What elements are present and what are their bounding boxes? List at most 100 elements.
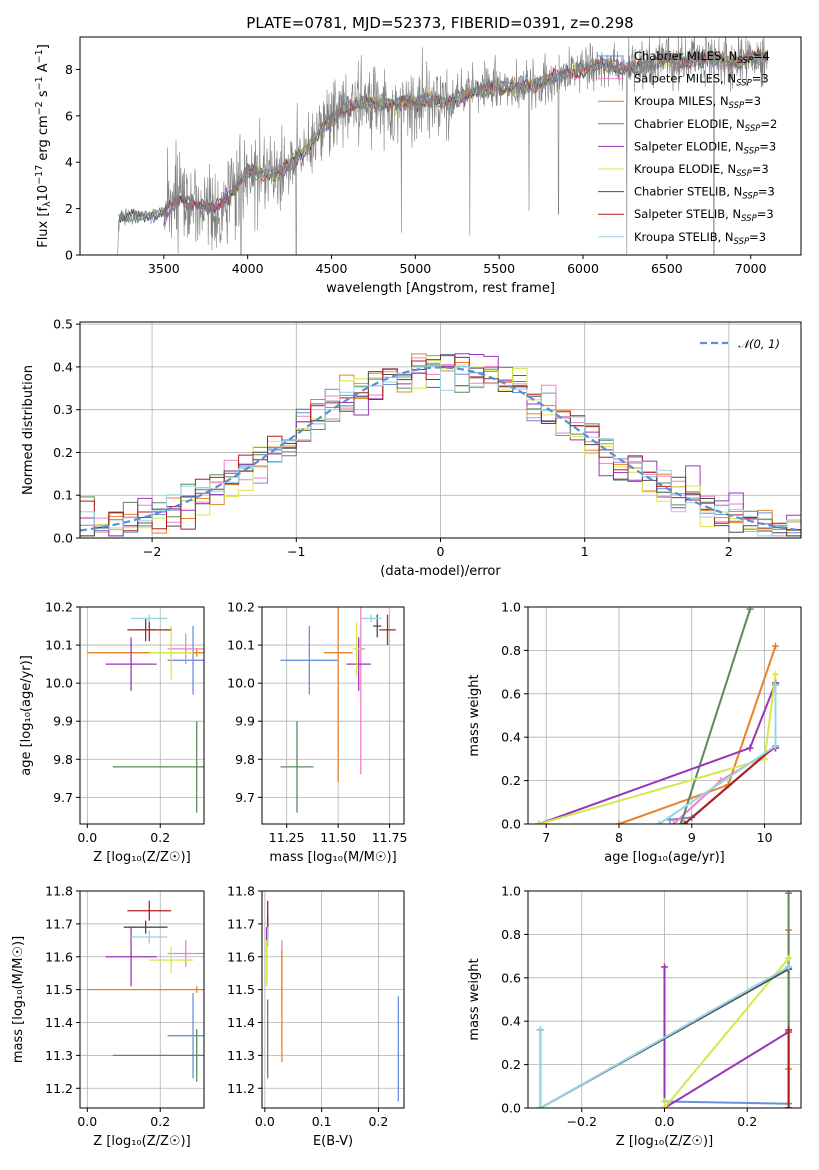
axes-frame [527, 606, 802, 825]
x-axis-label: Z [log₁₀(Z/Z☉)] [616, 1134, 713, 1149]
x-tick-label: −0.2 [567, 1114, 597, 1129]
x-tick-label: 4500 [316, 261, 348, 276]
y-tick-label: 10.0 [227, 676, 255, 691]
y-axis-label: age [log₁₀(age/yr)] [19, 655, 34, 776]
x-axis-label: mass [log₁₀(M/M☉)] [269, 850, 396, 865]
y-tick-label: 0 [65, 248, 73, 263]
x-tick-label: 9 [688, 830, 696, 845]
x-axis-label: Z [log₁₀(Z/Z☉)] [93, 1134, 190, 1149]
y-tick-label: 9.7 [53, 790, 73, 805]
x-tick-label: 0 [437, 544, 445, 559]
y-tick-label: 10.1 [45, 638, 73, 653]
axes-frame [261, 890, 405, 1109]
x-tick-label: 0.2 [368, 1114, 388, 1129]
plot-area [265, 900, 399, 1102]
gaussian-reference-line [80, 366, 801, 532]
x-tick-label: 0.0 [77, 1114, 97, 1129]
chart-title: PLATE=0781, MJD=52373, FIBERID=0391, z=0… [246, 14, 633, 32]
x-tick-label: 7 [542, 830, 550, 845]
cumulative-weight-line [664, 969, 790, 1105]
y-tick-label: 10.1 [227, 638, 255, 653]
plot-area [80, 353, 801, 537]
legend-entry: Salpeter ELODIE, NSSP=3 [634, 139, 776, 156]
axes-age_cumweight: 7 8 9 10 0.0 0.2 0.4 0.6 0.8 1.0 age [log₁₀(age/yr… [467, 600, 802, 865]
plot-area [280, 607, 396, 813]
x-tick-label: 6000 [567, 261, 599, 276]
axes-frame [261, 606, 405, 825]
cumulative-weight-line [679, 608, 751, 824]
x-axis-label: (data-model)/error [380, 564, 501, 579]
y-tick-label: 0.2 [501, 1057, 521, 1072]
axes-residuals: −2 −1 0 1 2 0.0 0.1 0.2 0.3 0.4 0.5 (data-model)/er… [21, 317, 802, 579]
x-tick-label: 2 [725, 544, 733, 559]
x-tick-label: −2 [143, 544, 161, 559]
y-tick-label: 11.6 [45, 949, 73, 964]
x-tick-label: 5000 [399, 261, 431, 276]
cumulative-weight-line [663, 957, 790, 1108]
x-tick-label: 11.75 [372, 830, 408, 845]
histogram-step-line [80, 360, 801, 537]
x-tick-label: 4000 [232, 261, 264, 276]
x-tick-label: 0.2 [150, 830, 170, 845]
y-tick-label: 0.0 [501, 817, 521, 832]
plot-area [87, 900, 204, 1082]
histogram-step-line [80, 354, 801, 537]
plot-area [117, 37, 768, 255]
legend-entry: Salpeter MILES, NSSP=3 [634, 72, 769, 89]
y-tick-label: 11.6 [227, 949, 255, 964]
y-tick-label: 0.4 [501, 1014, 521, 1029]
y-axis-label: Normed distribution [21, 365, 36, 495]
y-tick-label: 0.8 [501, 643, 521, 658]
y-tick-label: 0.6 [501, 970, 521, 985]
plot-area [535, 607, 780, 824]
y-tick-label: 10.0 [45, 676, 73, 691]
legend-entry: Chabrier ELODIE, NSSP=2 [634, 117, 777, 134]
x-axis-label: age [log₁₀(age/yr)] [604, 850, 725, 865]
y-axis-label: mass [log₁₀(M/M☉)] [11, 936, 26, 1063]
y-tick-label: 11.5 [45, 982, 73, 997]
y-axis-label: Flux [fλ10−17 erg cm−2 s−1 A−1] [34, 44, 53, 248]
x-tick-label: 10 [757, 830, 773, 845]
y-tick-label: 0.5 [53, 317, 73, 332]
x-tick-label: 11.25 [269, 830, 305, 845]
y-tick-label: 0.0 [53, 531, 73, 546]
legend-entry: 𝒩(0, 1) [738, 337, 780, 351]
x-axis-label: wavelength [Angstrom, rest frame] [326, 281, 555, 296]
axes-z_cumweight: −0.2 0.0 0.2 0.0 0.2 0.4 0.6 0.8 1.0 Z [log₁₀(Z/Z… [467, 884, 802, 1149]
y-tick-label: 6 [65, 108, 73, 123]
cumulative-weight-line [538, 682, 777, 824]
y-tick-label: 0.2 [501, 773, 521, 788]
y-tick-label: 0.1 [53, 488, 73, 503]
y-axis-label: mass weight [467, 958, 482, 1040]
axes-frame [79, 890, 205, 1109]
cumulative-weight-line [683, 745, 777, 824]
x-tick-label: 0.1 [312, 1114, 332, 1129]
y-tick-label: 0.0 [501, 1101, 521, 1116]
axes-ebv_mass: 0.0 0.1 0.2 11.2 11.3 11.4 11.5 11.6 11.7 11.8 E(B… [227, 884, 405, 1149]
y-tick-label: 4 [65, 155, 73, 170]
y-tick-label: 8 [65, 62, 73, 77]
observed-spectrum-line [117, 37, 768, 255]
y-tick-label: 0.2 [53, 445, 73, 460]
histogram-step-line [80, 365, 801, 537]
y-tick-label: 11.3 [45, 1048, 73, 1063]
x-axis-label: Z [log₁₀(Z/Z☉)] [93, 850, 190, 865]
x-tick-label: 8 [615, 830, 623, 845]
axes-z_age: 0.0 0.2 9.7 9.8 9.9 10.0 10.1 10.2 Z [log₁₀(Z/Z☉… [19, 600, 205, 865]
y-tick-label: 2 [65, 201, 73, 216]
y-tick-label: 0.8 [501, 927, 521, 942]
y-tick-label: 0.6 [501, 686, 521, 701]
y-tick-label: 0.4 [501, 730, 521, 745]
y-tick-label: 9.8 [235, 752, 255, 767]
x-tick-label: 5500 [483, 261, 515, 276]
legend-entry: Chabrier STELIB, NSSP=3 [634, 185, 775, 202]
axes-frame [79, 606, 205, 825]
y-tick-label: 11.3 [227, 1048, 255, 1063]
y-tick-label: 9.7 [235, 790, 255, 805]
x-tick-label: 0.0 [255, 1114, 275, 1129]
cumulative-weight-line [539, 966, 790, 1108]
y-tick-label: 9.9 [53, 714, 73, 729]
y-tick-label: 11.5 [227, 982, 255, 997]
axes-mass_age: 11.25 11.50 11.75 9.7 9.8 9.9 10.0 10.1 10.2 mass… [227, 600, 408, 866]
